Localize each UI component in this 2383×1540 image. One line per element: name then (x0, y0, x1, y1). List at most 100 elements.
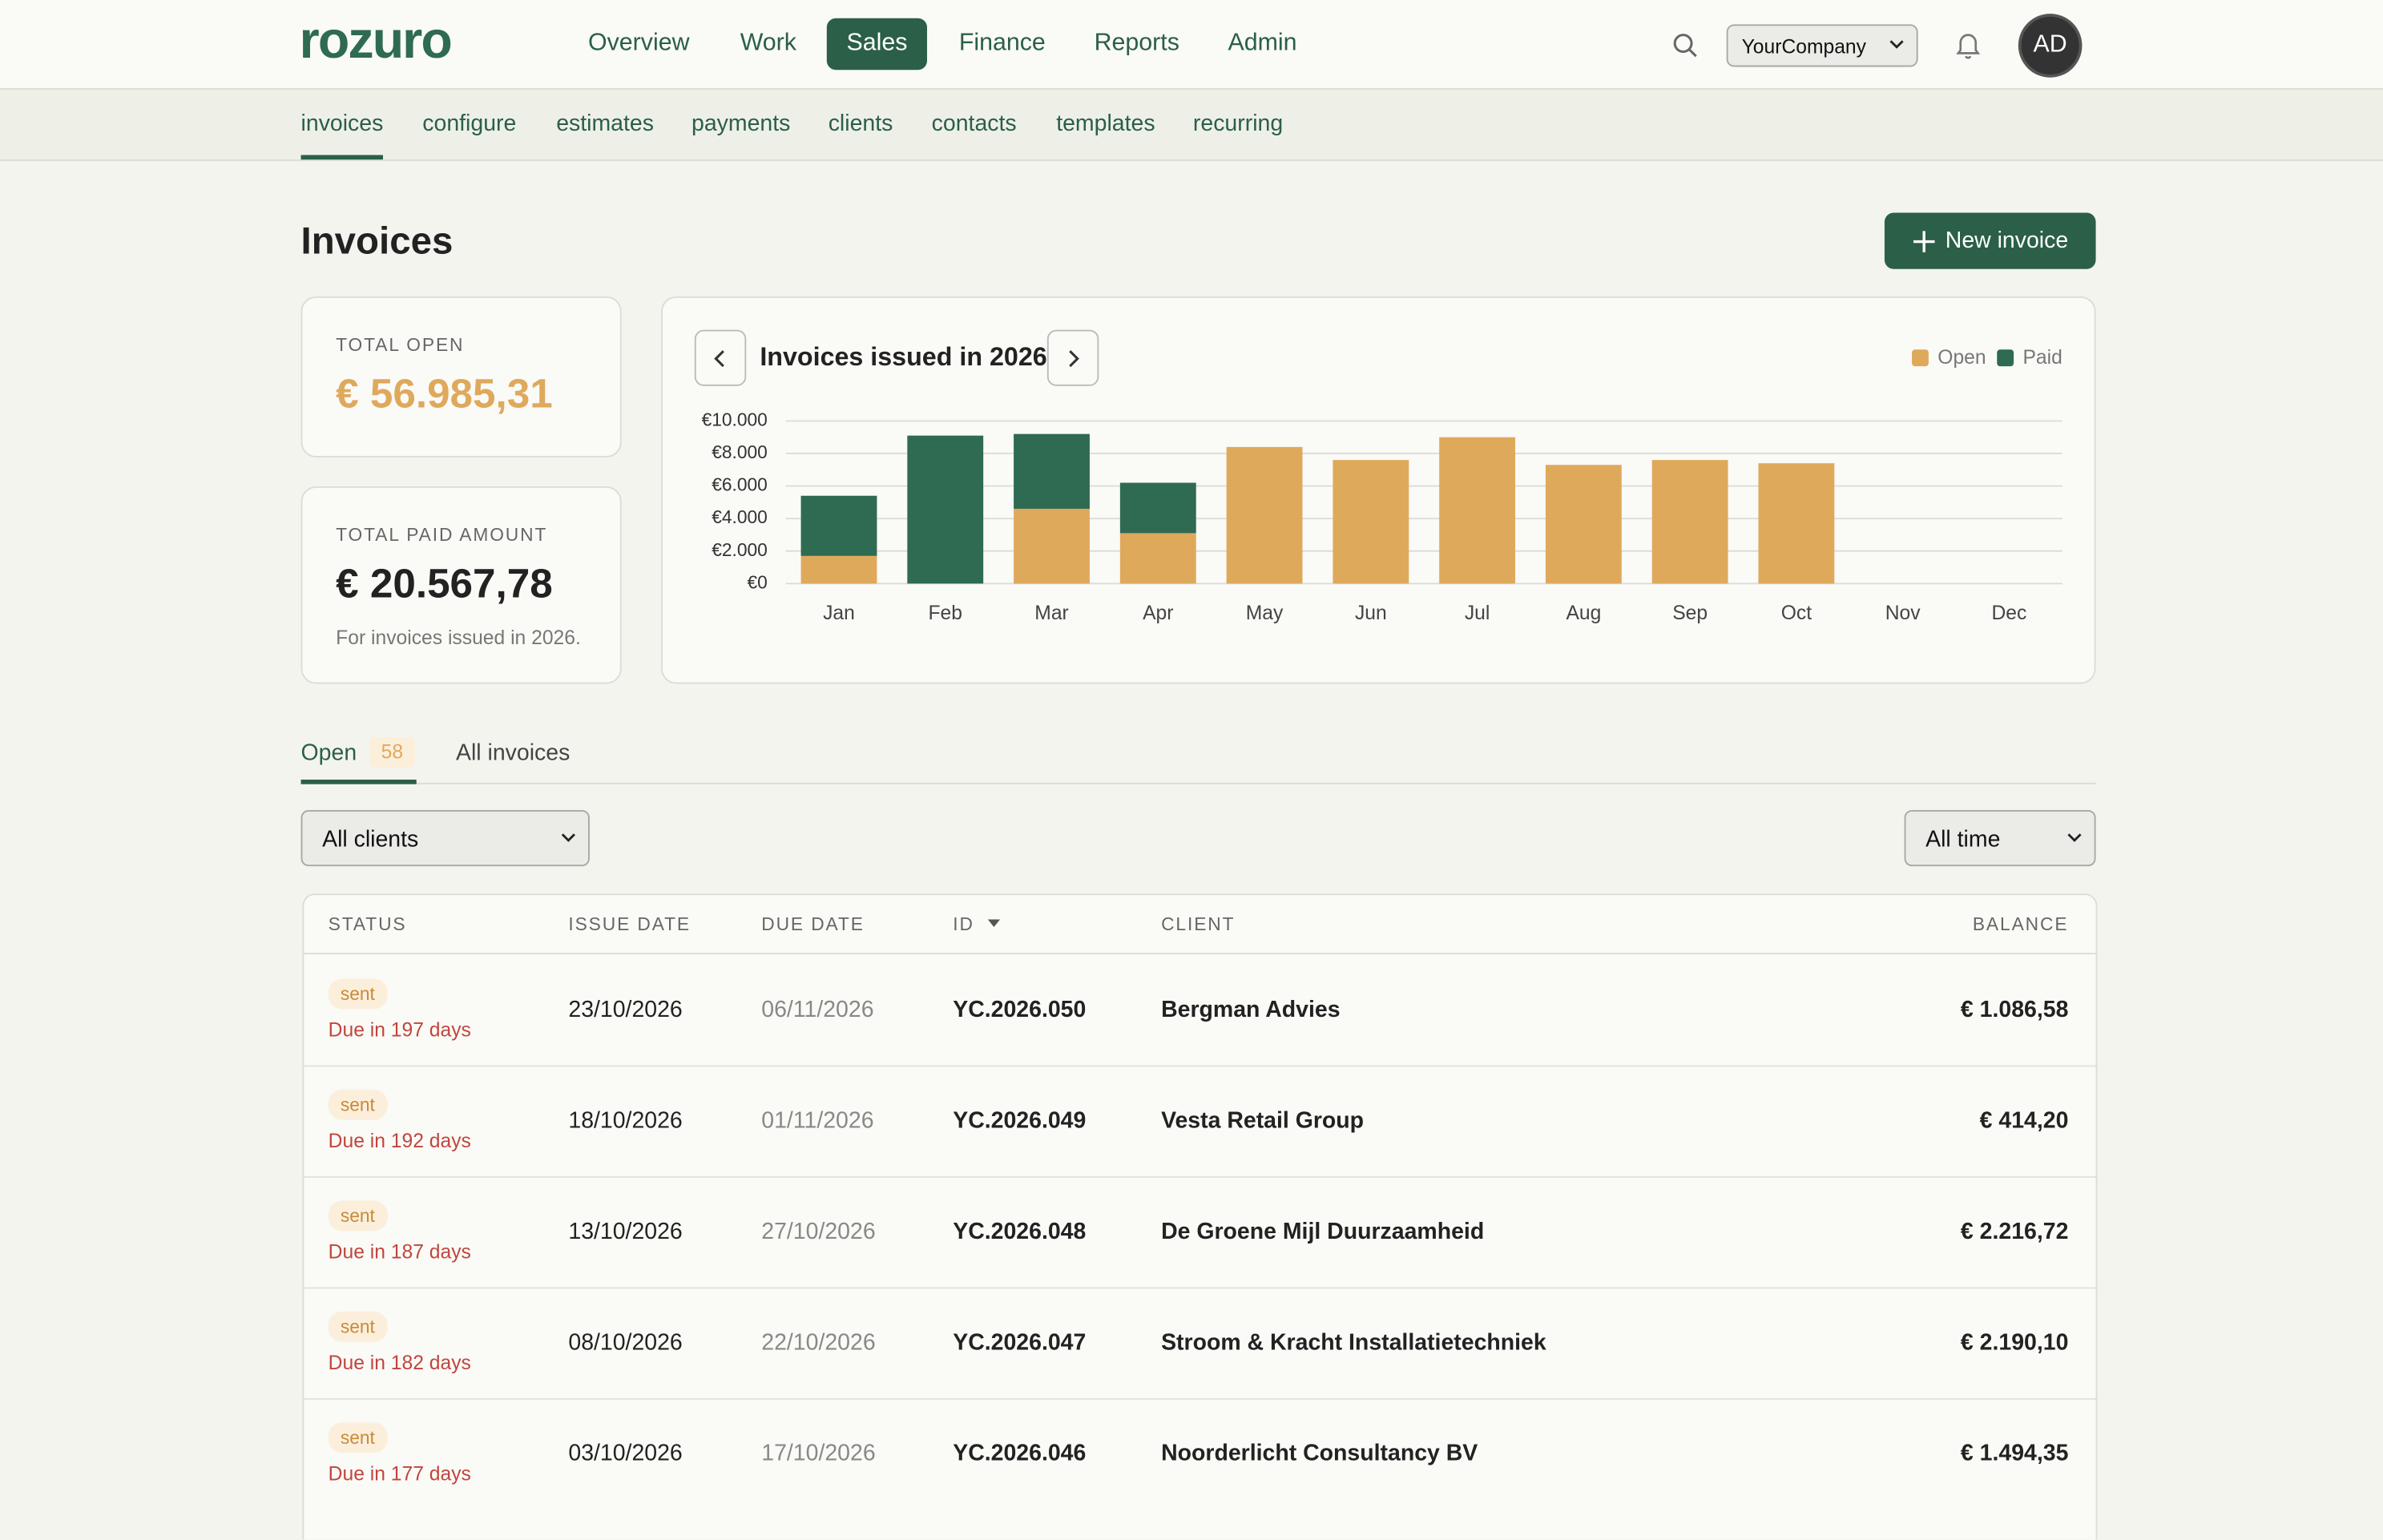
bar-segment (1014, 433, 1090, 509)
card-label: TOTAL OPEN (336, 334, 465, 356)
due-note: Due in 182 days (328, 1351, 471, 1374)
issue-date: 23/10/2026 (568, 997, 683, 1023)
nav-item[interactable]: Admin (1228, 30, 1297, 57)
total-open-card: TOTAL OPEN € 56.985,31 (300, 296, 622, 458)
bar-segment (1014, 508, 1090, 584)
column-header: CLIENT (1161, 913, 1236, 935)
column-header[interactable]: ISSUE DATE (568, 913, 691, 935)
balance: € 1.494,35 (1960, 1441, 2069, 1467)
chart-title: Invoices issued in 2026 (760, 342, 1046, 371)
column-header[interactable]: DUE DATE (761, 913, 865, 935)
chart: Invoices issued in 2026 €0 €2.000 €4.000 €6… (702, 342, 2062, 624)
status-badge: sent (328, 1422, 388, 1453)
active-underline (300, 155, 383, 160)
row-divider (302, 1176, 2096, 1178)
nav-item[interactable]: Reports (1094, 30, 1179, 57)
y-tick-label: €10.000 (702, 409, 768, 429)
header-divider (302, 953, 2096, 955)
sub-nav-item[interactable]: invoices (300, 111, 384, 137)
client-name: De Groene Mijl Duurzaamheid (1161, 1219, 1485, 1245)
client-filter[interactable]: All clients (300, 809, 590, 867)
balance: € 2.216,72 (1960, 1219, 2069, 1245)
x-tick-label: May (1246, 603, 1284, 624)
row-divider (302, 1397, 2096, 1400)
invoice-id[interactable]: YC.2026.050 (953, 997, 1087, 1023)
sub-nav-item[interactable]: payments (691, 111, 791, 137)
filter-text: All time (1925, 826, 2001, 853)
bar-segment (800, 495, 877, 556)
card-value: € 20.567,78 (336, 560, 553, 607)
invoice-id[interactable]: YC.2026.048 (953, 1219, 1087, 1245)
sub-nav-item[interactable]: configure (422, 111, 517, 137)
due-date: 27/10/2026 (761, 1219, 876, 1245)
period-filter[interactable]: All time (1904, 809, 2096, 867)
column-header: STATUS (328, 913, 407, 935)
invoice-table (302, 893, 2098, 1540)
bar-segment (1226, 446, 1303, 584)
bar-segment (1119, 482, 1196, 534)
x-tick-label: Feb (929, 603, 962, 624)
sort-indicator (987, 919, 1001, 927)
nav-item[interactable]: Work (740, 30, 796, 57)
all-invoices-tab[interactable]: All invoices (456, 740, 571, 766)
nav-item[interactable]: Finance (958, 30, 1046, 57)
status-badge: sent (328, 1200, 388, 1232)
sub-nav-item[interactable]: clients (828, 111, 893, 137)
due-date: 17/10/2026 (761, 1441, 876, 1467)
nav-item[interactable]: Sales (826, 18, 928, 71)
balance: € 414,20 (1979, 1107, 2069, 1134)
row-divider (302, 1065, 2096, 1067)
due-date: 22/10/2026 (761, 1329, 876, 1356)
sub-nav-item[interactable]: templates (1056, 111, 1155, 137)
x-tick-label: Aug (1566, 603, 1601, 624)
sub-nav-item[interactable]: contacts (931, 111, 1017, 137)
invoice-id[interactable]: YC.2026.047 (953, 1329, 1087, 1356)
bar-segment (1651, 460, 1728, 584)
plus-icon (1913, 231, 1935, 252)
new-invoice-button[interactable]: New invoice (1884, 212, 2096, 269)
y-tick-label: €2.000 (712, 539, 768, 560)
client-name: Noorderlicht Consultancy BV (1161, 1441, 1478, 1467)
sub-nav-item[interactable]: estimates (556, 111, 654, 137)
issue-date: 08/10/2026 (568, 1329, 683, 1356)
nav-item[interactable]: Overview (588, 30, 690, 57)
company-select[interactable]: YourCompany (1726, 24, 1918, 67)
filter-text: All clients (322, 826, 419, 853)
x-tick-label: Oct (1781, 603, 1812, 624)
sub-nav-bar (0, 89, 2383, 162)
avatar[interactable]: AD (2018, 14, 2083, 78)
x-tick-label: Sep (1672, 603, 1708, 624)
search-icon[interactable] (1671, 32, 1699, 59)
client-name: Vesta Retail Group (1161, 1107, 1365, 1134)
issue-date: 18/10/2026 (568, 1107, 683, 1134)
prev-year-button[interactable] (694, 329, 747, 386)
status-badge: sent (328, 1311, 388, 1342)
tabs-divider (300, 782, 2096, 784)
y-tick-label: €4.000 (712, 506, 768, 527)
x-tick-label: Apr (1143, 603, 1173, 624)
sub-nav-item[interactable]: recurring (1192, 111, 1284, 137)
next-year-button[interactable] (1046, 329, 1099, 386)
notifications-icon[interactable] (1954, 30, 1982, 61)
y-tick-label: €0 (748, 571, 768, 592)
bar-segment (1758, 463, 1835, 584)
invoice-id[interactable]: YC.2026.046 (953, 1441, 1087, 1467)
column-header[interactable]: BALANCE (1972, 913, 2069, 935)
status-badge: sent (328, 978, 388, 1010)
due-note: Due in 192 days (328, 1129, 471, 1152)
row-divider (302, 1287, 2096, 1289)
y-tick-label: €8.000 (712, 441, 768, 462)
column-header[interactable]: ID (953, 913, 974, 935)
bar-segment (1439, 437, 1516, 584)
y-tick-label: €6.000 (712, 474, 768, 495)
open-tab[interactable]: Open (300, 740, 357, 766)
logo[interactable]: rozuro (299, 12, 453, 71)
legend-swatch (1912, 349, 1929, 367)
invoice-id[interactable]: YC.2026.049 (953, 1107, 1087, 1134)
due-date: 06/11/2026 (761, 997, 874, 1023)
card-note: For invoices issued in 2026. (336, 626, 581, 649)
x-tick-label: Jun (1355, 603, 1387, 624)
bar-segment (1545, 465, 1622, 584)
